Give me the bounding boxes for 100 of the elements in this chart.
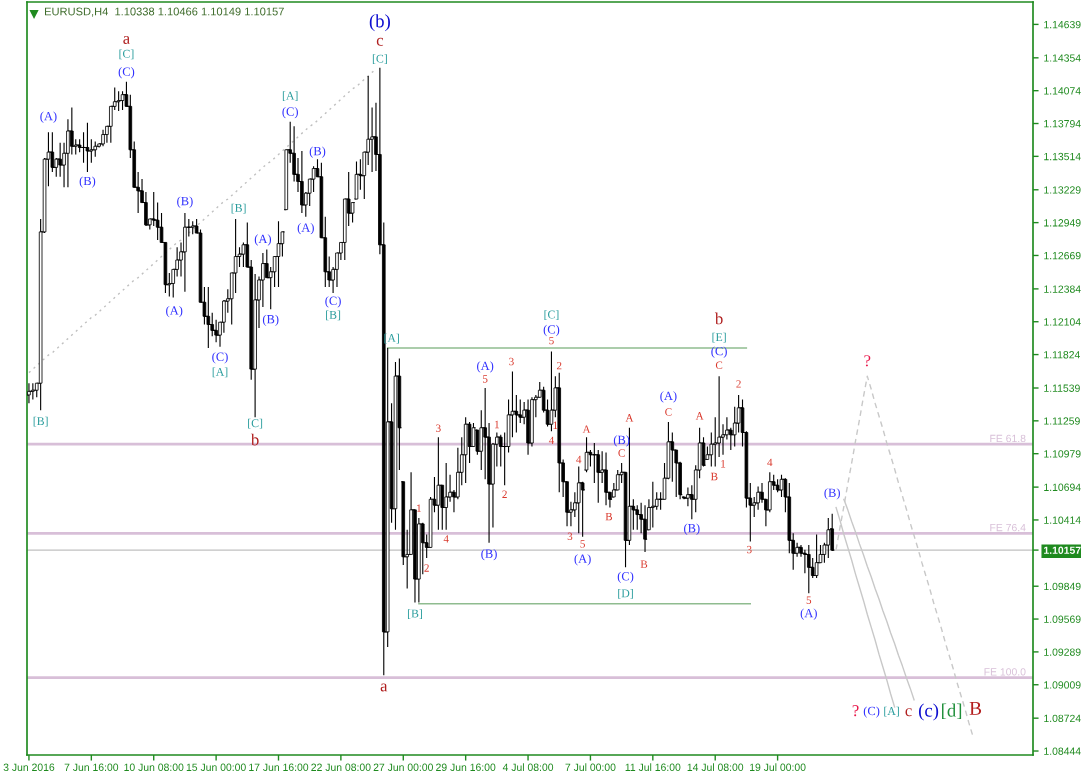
candlestick bbox=[557, 372, 562, 493]
ref-line-label: FE 100.0 bbox=[984, 668, 1026, 676]
annotation: [C] bbox=[119, 49, 134, 60]
annotation: A bbox=[695, 412, 704, 420]
annotation: a bbox=[123, 35, 130, 44]
annotation: B bbox=[605, 512, 613, 521]
annotation: [B] bbox=[231, 203, 246, 214]
candlestick bbox=[681, 496, 687, 500]
x-tick-label: 7 Jun 16:00 bbox=[64, 763, 119, 771]
annotation: (C) bbox=[543, 324, 560, 337]
candlestick bbox=[58, 142, 62, 178]
x-tick-label: 27 Jun 00:00 bbox=[373, 763, 433, 771]
annotation: 5 bbox=[580, 540, 585, 548]
candlestick bbox=[709, 431, 714, 468]
y-tick-label: 1.12384 bbox=[1044, 285, 1081, 293]
annotation: (b) bbox=[369, 14, 390, 32]
annotation: (B) bbox=[824, 488, 840, 500]
candlestick bbox=[444, 462, 448, 531]
annotation: (A) bbox=[40, 111, 57, 123]
candlestick bbox=[155, 202, 160, 241]
candlestick bbox=[549, 350, 554, 432]
candlestick bbox=[311, 165, 316, 193]
annotation: (A) bbox=[297, 222, 314, 235]
annotation: A bbox=[582, 425, 591, 433]
annotation: c bbox=[905, 708, 912, 717]
annotation: [B] bbox=[326, 310, 341, 321]
candlestick bbox=[27, 382, 31, 404]
y-tick-label: 1.14354 bbox=[1044, 54, 1081, 62]
annotation: b bbox=[250, 433, 259, 446]
annotation: [A] bbox=[282, 91, 298, 102]
candlestick bbox=[650, 481, 656, 529]
annotation: (B) bbox=[309, 146, 326, 158]
x-tick-label: 4 Jul 08:00 bbox=[502, 763, 554, 771]
y-tick-label: 1.09289 bbox=[1044, 648, 1081, 656]
x-tick-label: 7 Jul 00:00 bbox=[565, 763, 616, 771]
annotation: [E] bbox=[712, 332, 726, 343]
annotation: B bbox=[710, 472, 718, 481]
annotation: b bbox=[714, 312, 723, 325]
annotation: 5 bbox=[549, 336, 554, 345]
candlestick bbox=[643, 504, 647, 553]
annotation: (B) bbox=[79, 176, 96, 188]
candlestick bbox=[30, 382, 36, 401]
candlestick bbox=[88, 138, 95, 164]
candlestick bbox=[206, 286, 211, 349]
candlestick bbox=[807, 544, 811, 594]
y-tick-label: 1.09009 bbox=[1044, 681, 1081, 689]
annotation: (A) bbox=[477, 361, 494, 373]
x-tick-label: 3 Jun 2016 bbox=[3, 763, 55, 771]
annotation: 1 bbox=[553, 421, 558, 429]
y-tick-label: 1.14074 bbox=[1044, 87, 1081, 95]
candlestick bbox=[101, 129, 105, 147]
annotation: 3 bbox=[436, 424, 441, 432]
annotation: 5 bbox=[483, 375, 488, 383]
annotation: (B) bbox=[481, 549, 497, 561]
annotation: (C) bbox=[863, 706, 880, 718]
candlestick bbox=[350, 202, 355, 224]
annotation: [D] bbox=[618, 588, 633, 599]
annotation: 3 bbox=[509, 357, 514, 366]
candlestick bbox=[701, 436, 706, 468]
annotation: 1 bbox=[495, 420, 499, 429]
candlestick bbox=[670, 431, 675, 483]
candlestick bbox=[241, 241, 246, 268]
annotation: 3 bbox=[747, 545, 752, 554]
candlestick bbox=[654, 491, 659, 511]
annotation: 2 bbox=[424, 564, 429, 572]
candlestick bbox=[276, 220, 281, 288]
annotation: 4 bbox=[576, 455, 582, 464]
x-tick-label: 19 Jul 00:00 bbox=[750, 763, 806, 771]
y-tick-label: 1.10414 bbox=[1044, 516, 1081, 524]
annotation: A bbox=[625, 414, 634, 422]
annotation: 4 bbox=[548, 436, 555, 444]
candlestick bbox=[775, 478, 780, 493]
annotation: 2 bbox=[736, 380, 741, 388]
x-tick-label: 11 Jul 16:00 bbox=[625, 763, 681, 771]
annotation: (C) bbox=[325, 296, 341, 308]
annotation: [A] bbox=[212, 367, 228, 378]
candlestick bbox=[120, 90, 125, 111]
x-tick-label: 29 Jun 16:00 bbox=[436, 763, 496, 771]
candlestick bbox=[471, 422, 476, 448]
annotation: [C] bbox=[544, 310, 559, 320]
annotation: [d] bbox=[942, 703, 962, 720]
annotation: [B] bbox=[407, 609, 422, 619]
annotation: [B] bbox=[33, 416, 48, 427]
candlestick bbox=[183, 212, 187, 293]
candlestick bbox=[479, 409, 484, 471]
annotation: 5 bbox=[806, 596, 812, 604]
y-tick-label: 1.12669 bbox=[1044, 251, 1081, 260]
annotation: (C) bbox=[118, 67, 135, 79]
y-tick-label: 1.12104 bbox=[1044, 318, 1081, 326]
candlestick bbox=[284, 149, 289, 211]
candlestick bbox=[686, 487, 690, 507]
annotation: (C) bbox=[282, 106, 298, 119]
candlestick bbox=[580, 481, 585, 538]
annotation: (A) bbox=[574, 554, 591, 566]
annotation: 1 bbox=[417, 504, 421, 512]
annotation: (C) bbox=[711, 346, 727, 358]
candlestick bbox=[190, 220, 196, 235]
annotation: 4 bbox=[443, 535, 449, 543]
candlestick bbox=[115, 90, 122, 112]
y-tick-label: 1.10979 bbox=[1044, 450, 1081, 458]
